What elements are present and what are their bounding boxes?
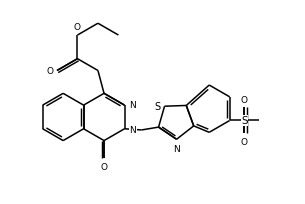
Text: O: O — [241, 95, 248, 104]
Text: O: O — [101, 162, 108, 171]
Text: O: O — [241, 138, 248, 147]
Text: O: O — [46, 67, 53, 76]
Text: S: S — [241, 116, 248, 126]
Text: N: N — [173, 145, 180, 154]
Text: N: N — [129, 125, 136, 134]
Text: S: S — [154, 102, 160, 112]
Text: O: O — [74, 23, 81, 32]
Text: N: N — [129, 101, 136, 110]
